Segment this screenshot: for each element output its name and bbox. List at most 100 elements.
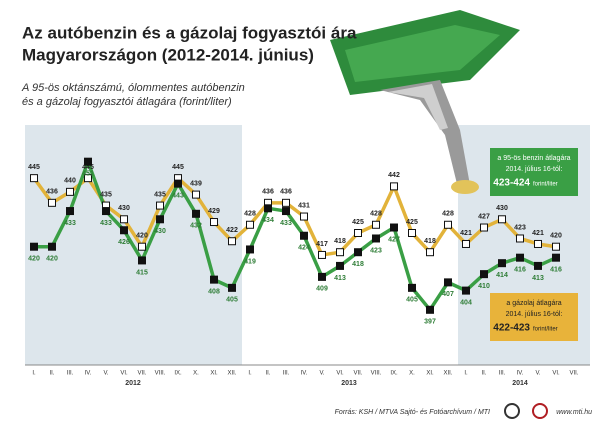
x-tick-label: VIII. xyxy=(155,371,166,377)
x-tick-label: II. xyxy=(49,371,54,377)
data-label: 429 xyxy=(208,208,220,215)
point-marker xyxy=(120,226,128,235)
x-tick-label: VIII. xyxy=(371,371,382,377)
point-marker xyxy=(480,270,488,279)
data-label: 413 xyxy=(334,275,346,282)
point-marker xyxy=(318,272,326,281)
point-marker xyxy=(552,242,560,251)
point-marker xyxy=(462,286,470,295)
data-label: 420 xyxy=(136,233,148,240)
data-label: 445 xyxy=(28,164,40,171)
data-label: 433 xyxy=(280,220,292,227)
point-marker xyxy=(120,215,128,224)
point-marker xyxy=(48,242,56,251)
point-marker xyxy=(498,215,506,224)
data-label: 445 xyxy=(172,164,184,171)
data-label: 440 xyxy=(64,178,76,185)
x-tick-label: VI. xyxy=(552,371,560,377)
point-marker xyxy=(246,220,254,229)
point-marker xyxy=(534,239,542,248)
x-tick-label: I. xyxy=(32,371,36,377)
point-marker xyxy=(66,207,74,216)
point-marker xyxy=(300,231,308,240)
point-marker xyxy=(192,190,200,199)
data-label: 451 xyxy=(82,171,94,178)
data-label: 420 xyxy=(46,256,58,263)
x-tick-label: VI. xyxy=(336,371,344,377)
data-label: 430 xyxy=(118,205,130,212)
point-marker xyxy=(336,261,344,270)
data-label: 416 xyxy=(550,267,562,274)
x-tick-label: VII. xyxy=(569,371,578,377)
x-tick-label: V. xyxy=(103,371,108,377)
data-label: 409 xyxy=(316,286,328,293)
annotation-gazolaj: a gázolaj átlagára 2014. július 16-tól: … xyxy=(490,293,578,341)
point-marker xyxy=(84,174,92,183)
point-marker xyxy=(318,250,326,259)
x-tick-label: XII. xyxy=(443,371,452,377)
data-label: 422 xyxy=(226,227,238,234)
data-label: 426 xyxy=(118,239,130,246)
x-tick-label: X. xyxy=(193,371,199,377)
annotation-text: a 95-ös benzin átlagára xyxy=(497,155,570,162)
point-marker xyxy=(264,204,272,213)
source: Forrás: KSH / MTVA Sajtó- és Fotóarchívu… xyxy=(335,409,490,416)
point-marker xyxy=(210,218,218,227)
point-marker xyxy=(372,234,380,243)
data-label: 442 xyxy=(388,172,400,179)
data-label: 435 xyxy=(100,191,112,198)
data-label: 405 xyxy=(226,297,238,304)
point-marker xyxy=(300,212,308,221)
data-label: 425 xyxy=(406,219,418,226)
point-marker xyxy=(444,220,452,229)
annotation-text: a gázolaj átlagára xyxy=(506,300,561,307)
point-marker xyxy=(138,242,146,251)
data-label: 397 xyxy=(424,319,436,326)
data-label: 418 xyxy=(352,261,364,268)
data-label: 436 xyxy=(262,189,274,196)
annotation-unit: forint/liter xyxy=(533,327,558,333)
data-label: 428 xyxy=(442,211,454,218)
data-label: 433 xyxy=(100,220,112,227)
point-marker xyxy=(102,207,110,216)
subtitle: és a gázolaj fogyasztói átlagára (forint… xyxy=(22,96,232,108)
data-label: 427 xyxy=(388,236,400,243)
point-marker xyxy=(408,229,416,237)
point-marker xyxy=(408,283,416,292)
data-label: 420 xyxy=(28,256,40,263)
data-label: 413 xyxy=(532,275,544,282)
point-marker xyxy=(390,182,398,191)
data-label: 420 xyxy=(550,233,562,240)
logo xyxy=(532,403,548,419)
data-label: 436 xyxy=(280,189,292,196)
annotation-box xyxy=(490,148,578,196)
data-label: 424 xyxy=(298,245,310,252)
annotation-text: 2014. július 16-tól: xyxy=(506,166,563,173)
point-marker xyxy=(48,198,56,207)
x-tick-label: IV. xyxy=(517,371,524,377)
data-label: 417 xyxy=(316,241,328,248)
annotation-text: 2014. július 16-tól: xyxy=(506,311,563,318)
point-marker xyxy=(534,261,542,270)
year-label: 2014 xyxy=(512,380,528,387)
x-tick-label: V. xyxy=(319,371,324,377)
data-label: 430 xyxy=(154,228,166,235)
x-tick-label: VI. xyxy=(120,371,128,377)
year-label: 2013 xyxy=(341,380,357,387)
x-tick-label: I. xyxy=(464,371,468,377)
x-tick-label: II. xyxy=(265,371,270,377)
point-marker xyxy=(246,245,254,254)
x-tick-label: III. xyxy=(499,371,506,377)
point-marker xyxy=(156,215,164,224)
x-tick-label: XI. xyxy=(210,371,218,377)
x-tick-label: IX. xyxy=(390,371,398,377)
data-label: 410 xyxy=(478,283,490,290)
annotation-benzin: a 95-ös benzin átlagára 2014. július 16-… xyxy=(490,148,578,196)
x-tick-label: IV. xyxy=(301,371,308,377)
point-marker xyxy=(498,259,506,268)
annotation-unit: forint/liter xyxy=(533,182,558,188)
logo xyxy=(504,403,520,419)
point-marker xyxy=(354,229,362,237)
data-label: 439 xyxy=(190,180,202,187)
data-label: 408 xyxy=(208,288,220,295)
